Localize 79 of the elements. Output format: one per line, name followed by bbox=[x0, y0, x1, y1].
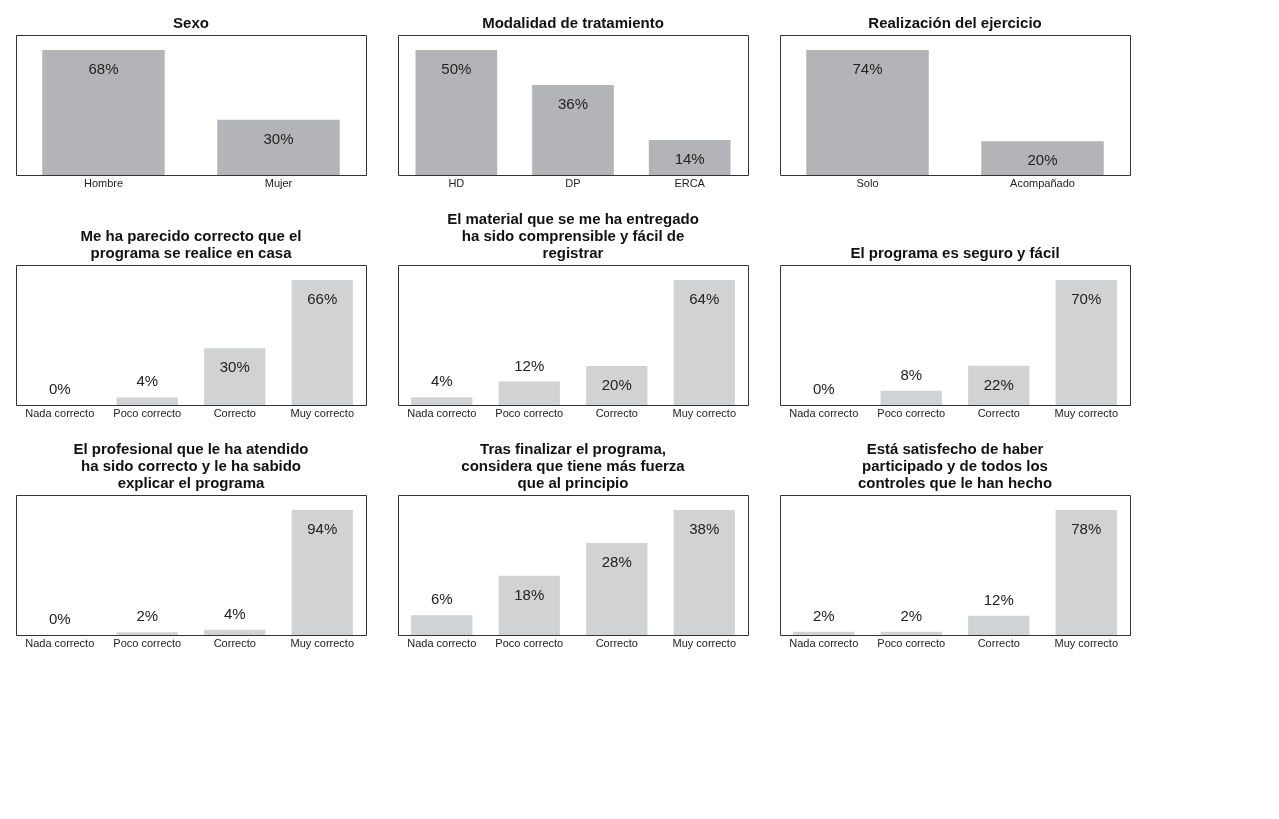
data-label: 36% bbox=[557, 95, 589, 112]
chart-title: Tras finalizar el programa, considera que tiene más fuerza que al principio bbox=[461, 440, 686, 491]
bar bbox=[673, 280, 735, 405]
x-tick-label: Poco correcto bbox=[113, 406, 182, 419]
data-label: 8% bbox=[900, 365, 923, 383]
x-tick-label: Nada correcto bbox=[25, 636, 95, 649]
data-label: 20% bbox=[601, 375, 632, 393]
x-tick-label: Muy correcto bbox=[1054, 636, 1119, 649]
x-tick-label: Muy correcto bbox=[672, 406, 737, 419]
data-label: 50% bbox=[441, 60, 472, 77]
x-tick-label: Correcto bbox=[595, 636, 638, 649]
chart-title: Está satisfecho de haber participado y de todos los controles que le han hecho bbox=[857, 440, 1053, 491]
data-label: 38% bbox=[689, 520, 720, 537]
chart-title: El programa es seguro y fácil bbox=[850, 244, 1060, 261]
x-tick-label: Poco correcto bbox=[113, 636, 182, 649]
chart-title: Me ha parecido correcto que el programa se realice en casa bbox=[80, 227, 302, 261]
data-label: 12% bbox=[514, 356, 545, 374]
data-label: 6% bbox=[430, 590, 453, 608]
bar bbox=[498, 381, 560, 405]
data-label: 14% bbox=[674, 150, 705, 167]
data-label: 0% bbox=[812, 380, 835, 397]
x-tick-label: Nada correcto bbox=[407, 636, 477, 649]
data-label: 12% bbox=[983, 590, 1014, 608]
x-tick-label: Nada correcto bbox=[789, 406, 859, 419]
data-label: 4% bbox=[223, 604, 246, 622]
data-label: 74% bbox=[852, 60, 883, 77]
x-tick-label: Muy correcto bbox=[1054, 406, 1119, 419]
data-label: 30% bbox=[219, 358, 250, 376]
bar bbox=[411, 397, 473, 405]
x-tick-label: Muy correcto bbox=[290, 406, 355, 419]
bar bbox=[411, 615, 473, 635]
data-label: 28% bbox=[601, 552, 632, 570]
x-tick-label: Poco correcto bbox=[495, 406, 564, 419]
x-tick-label: Acompañado bbox=[1010, 176, 1075, 189]
chart-title: Realización del ejercicio bbox=[868, 14, 1042, 31]
data-label: 64% bbox=[689, 290, 720, 307]
x-tick-label: Solo bbox=[856, 176, 879, 189]
x-tick-label: Nada correcto bbox=[407, 406, 477, 419]
bar bbox=[586, 365, 648, 405]
data-label: 18% bbox=[514, 585, 545, 603]
bar bbox=[586, 542, 648, 635]
x-tick-label: Correcto bbox=[213, 406, 256, 419]
data-label: 66% bbox=[307, 290, 338, 307]
data-label: 0% bbox=[48, 380, 71, 397]
data-label: 2% bbox=[812, 606, 835, 624]
data-label: 4% bbox=[430, 372, 453, 390]
x-tick-label: Mujer bbox=[264, 176, 293, 189]
bar bbox=[673, 510, 735, 635]
data-label: 20% bbox=[1027, 151, 1058, 169]
x-tick-label: Correcto bbox=[977, 636, 1020, 649]
x-tick-label: Nada correcto bbox=[789, 636, 859, 649]
x-tick-label: Correcto bbox=[977, 406, 1020, 419]
x-tick-label: Poco correcto bbox=[495, 636, 564, 649]
data-label: 2% bbox=[136, 607, 159, 625]
data-label: 70% bbox=[1071, 290, 1102, 307]
data-label: 78% bbox=[1071, 520, 1102, 537]
data-label: 94% bbox=[307, 520, 338, 537]
x-tick-label: Correcto bbox=[595, 406, 638, 419]
data-label: 2% bbox=[900, 606, 923, 624]
data-label: 0% bbox=[48, 610, 71, 627]
data-label: 68% bbox=[88, 60, 119, 77]
chart-title: Modalidad de tratamiento bbox=[482, 14, 664, 31]
x-tick-label: Correcto bbox=[213, 636, 256, 649]
chart-title: Sexo bbox=[173, 14, 209, 31]
chart-title: El profesional que le ha atendido ha sido correcto y le ha sabido explicar el programa bbox=[73, 440, 309, 491]
data-label: 4% bbox=[136, 372, 159, 390]
x-tick-label: Nada correcto bbox=[25, 406, 95, 419]
x-tick-label: ERCA bbox=[674, 176, 706, 189]
x-tick-label: DP bbox=[565, 176, 581, 189]
x-tick-label: Muy correcto bbox=[672, 636, 737, 649]
x-tick-label: Poco correcto bbox=[877, 636, 946, 649]
x-tick-label: HD bbox=[448, 176, 465, 189]
bar bbox=[498, 575, 560, 635]
chart-title: El material que se me ha entregado ha sido comprensible y fácil de registrar bbox=[447, 210, 699, 261]
data-label: 22% bbox=[983, 375, 1014, 393]
x-tick-label: Muy correcto bbox=[290, 636, 355, 649]
x-tick-label: Hombre bbox=[83, 176, 124, 189]
x-tick-label: Poco correcto bbox=[877, 406, 946, 419]
data-label: 30% bbox=[263, 129, 294, 147]
